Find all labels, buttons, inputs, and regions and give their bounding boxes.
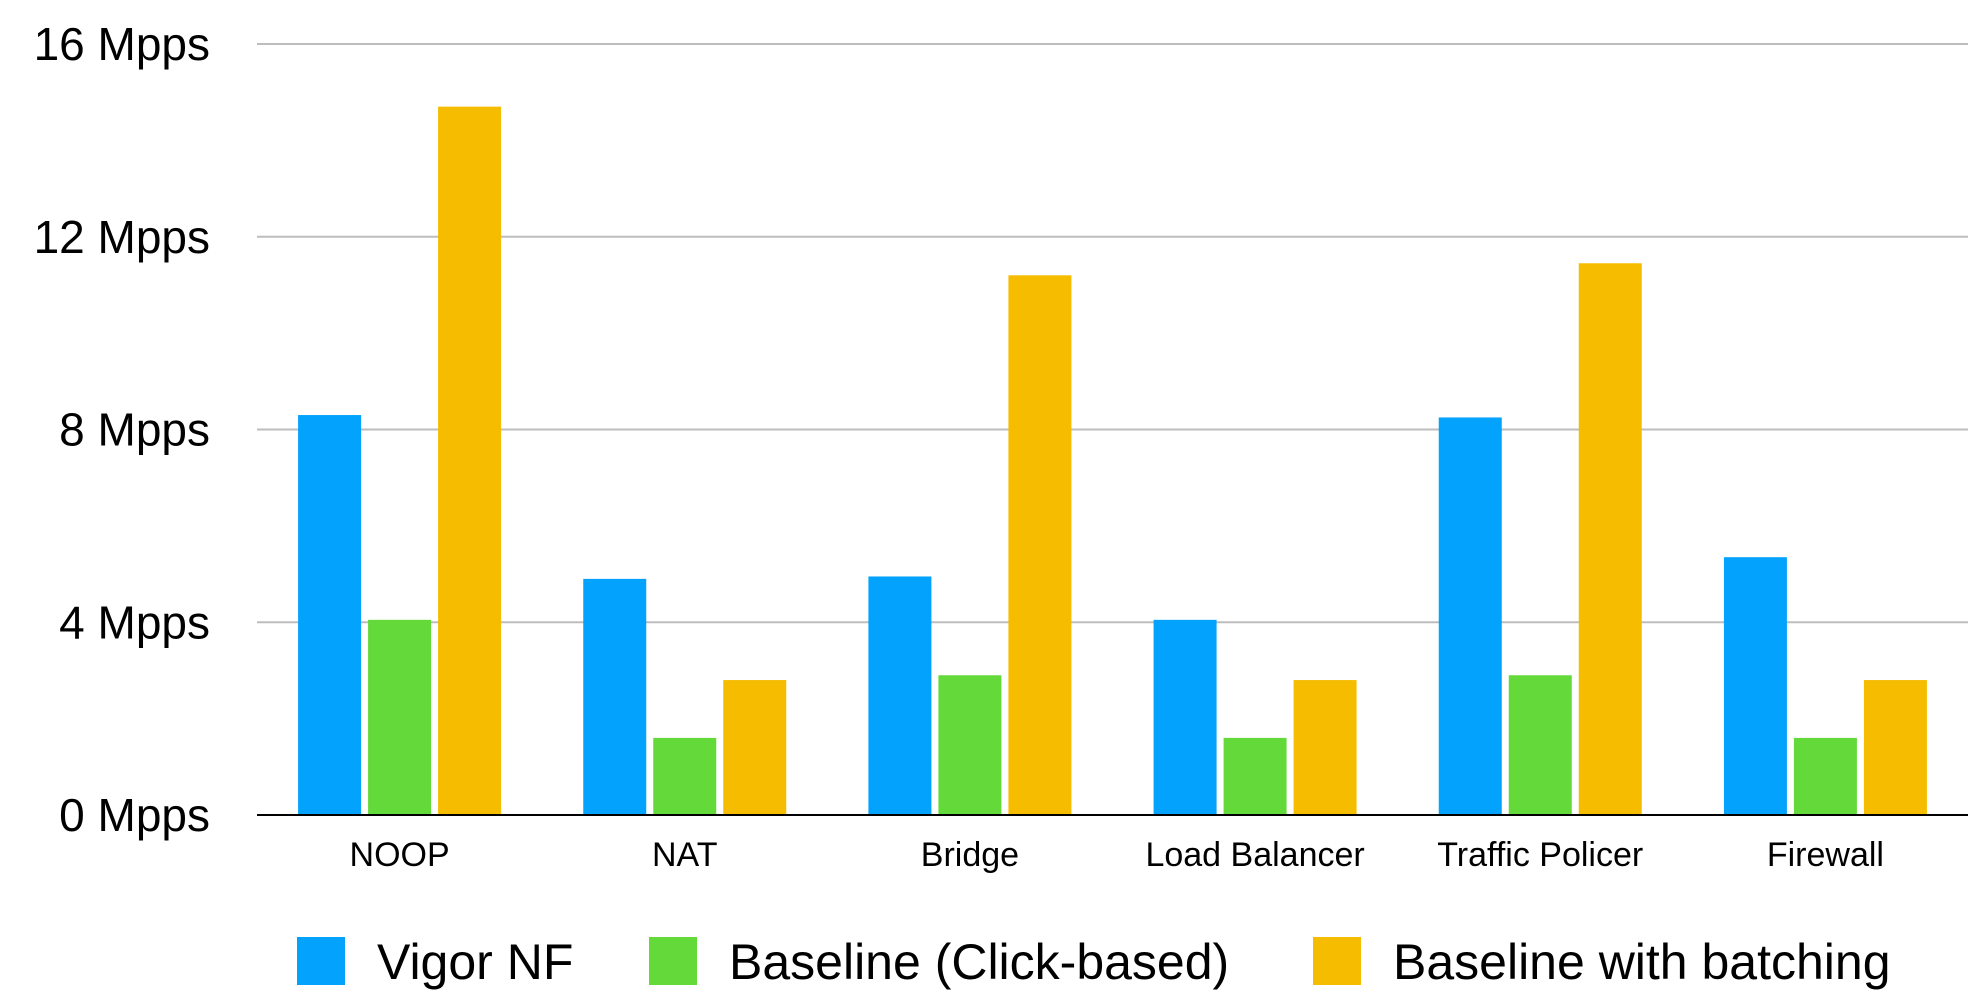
- bar: [723, 680, 787, 815]
- x-axis: NOOP NAT Bridge Load Balancer Traffic Police…: [257, 814, 1968, 874]
- legend-swatch: [1313, 937, 1361, 985]
- x-tick-label: Load Balancer: [1145, 836, 1364, 874]
- x-tick-label: Traffic Policer: [1437, 836, 1643, 874]
- y-tick-label: 0 Mpps: [59, 789, 210, 841]
- y-tick-label: 4 Mpps: [59, 596, 210, 648]
- x-tick-label: Firewall: [1767, 836, 1884, 874]
- y-tick-label: 16 Mpps: [34, 18, 210, 70]
- bar: [1793, 737, 1857, 815]
- bar: [368, 619, 432, 815]
- x-tick-label: NAT: [652, 836, 717, 874]
- y-tick-label: 12 Mpps: [34, 211, 210, 263]
- legend-swatch: [297, 937, 345, 985]
- bar: [1008, 275, 1072, 815]
- x-tick-label: Bridge: [921, 836, 1019, 874]
- bar: [868, 576, 932, 815]
- bar: [583, 578, 647, 815]
- bar: [1723, 557, 1787, 815]
- legend-label: Vigor NF: [377, 934, 573, 990]
- bar: [1508, 675, 1572, 815]
- bar: [1293, 680, 1357, 815]
- bar: [938, 675, 1002, 815]
- bar: [1578, 263, 1642, 815]
- legend-swatch: [649, 937, 697, 985]
- legend-label: Baseline (Click-based): [729, 934, 1229, 990]
- bar: [1223, 737, 1287, 815]
- bar: [1153, 619, 1217, 815]
- legend-label: Baseline with batching: [1393, 934, 1891, 990]
- bars: [298, 106, 1927, 816]
- legend: Vigor NF Baseline (Click-based) Baseline w…: [297, 934, 1891, 990]
- bar: [1863, 680, 1927, 815]
- bar: [1438, 417, 1502, 815]
- y-tick-label: 8 Mpps: [59, 404, 210, 456]
- bar: [438, 106, 502, 816]
- bar: [653, 737, 717, 815]
- x-tick-label: NOOP: [350, 836, 450, 874]
- bar: [298, 415, 362, 815]
- y-axis-ticks: 0 Mpps 4 Mpps 8 Mpps 12 Mpps 16 Mpps: [34, 18, 210, 841]
- gridlines: [257, 43, 1968, 624]
